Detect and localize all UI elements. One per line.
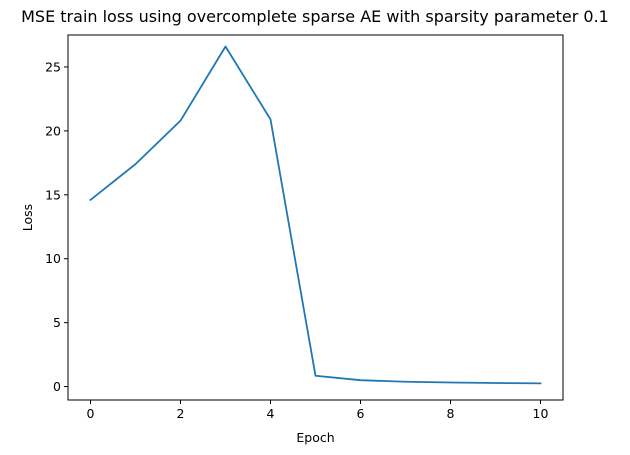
x-tick-label: 4 <box>267 406 275 421</box>
y-tick-label: 5 <box>53 315 61 330</box>
series-line <box>89 45 542 385</box>
x-tick-label: 2 <box>177 406 185 421</box>
x-tick-label: 0 <box>87 406 95 421</box>
y-tick-label: 10 <box>45 251 61 266</box>
chart-title: MSE train loss using overcomplete sparse… <box>21 7 609 26</box>
y-tick-label: 20 <box>45 123 61 138</box>
y-tick-label: 0 <box>53 379 61 394</box>
y-tick-label: 15 <box>45 187 61 202</box>
y-axis-label: Loss <box>20 204 35 231</box>
axes-frame <box>67 34 564 401</box>
y-tick-label: 25 <box>45 59 61 74</box>
series-layer <box>89 45 542 385</box>
x-tick-label: 10 <box>533 406 549 421</box>
x-tick-label: 8 <box>447 406 455 421</box>
x-tick-label: 6 <box>357 406 365 421</box>
x-axis: 0 2 4 6 8 10 <box>87 400 549 421</box>
x-axis-label: Epoch <box>296 430 334 445</box>
y-axis: 0 5 10 15 20 25 <box>45 59 68 394</box>
